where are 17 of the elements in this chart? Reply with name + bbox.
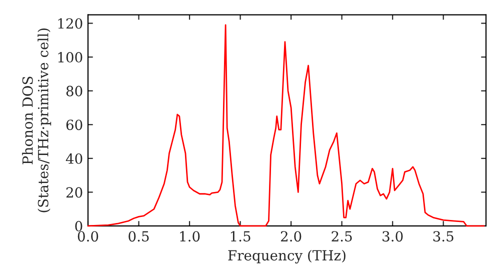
y-tick-label: 100 <box>58 52 82 63</box>
y-tick-label: 120 <box>58 18 82 29</box>
x-tick-label: 0.5 <box>128 231 149 242</box>
x-tick-label: 3.0 <box>382 231 403 242</box>
x-axis-title: Frequency (THz) <box>228 250 346 264</box>
x-tick-label: 1.5 <box>230 231 250 242</box>
x-tick-label: 0.0 <box>78 231 98 242</box>
y-tick-label: 20 <box>66 187 82 198</box>
y-tick-label: 40 <box>66 153 82 164</box>
y-axis-title: Phonon DOS (States/THz·primitive cell) <box>22 28 52 212</box>
y-tick-label: 80 <box>66 86 82 96</box>
x-tick-label: 2.0 <box>280 231 302 242</box>
x-tick-label: 2.5 <box>332 231 352 242</box>
x-tick-label: 1.0 <box>180 231 200 242</box>
x-tick-label: 3.5 <box>433 231 454 242</box>
y-tick-label: 60 <box>66 120 82 130</box>
y-tick-label: 0 <box>75 220 82 232</box>
